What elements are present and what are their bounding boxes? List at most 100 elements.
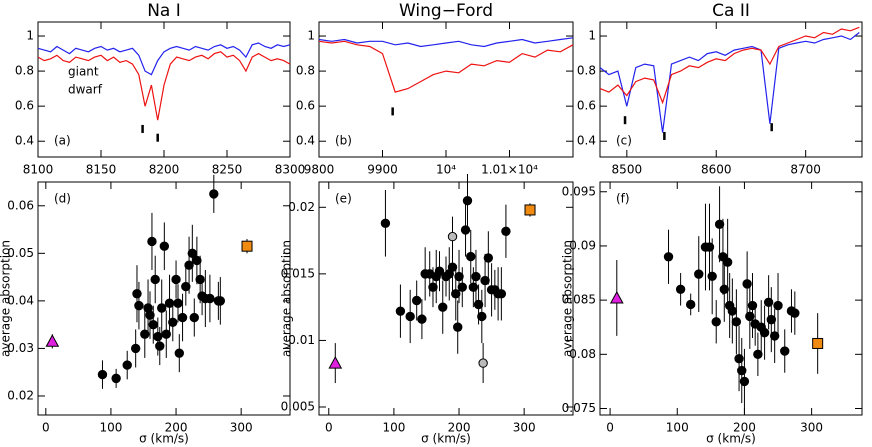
point xyxy=(496,289,507,299)
point xyxy=(215,296,226,306)
point xyxy=(438,302,448,312)
x-tick-label: 0 xyxy=(42,421,50,435)
y-tick-label: 0.06 xyxy=(7,198,34,212)
chart-title: Na I xyxy=(147,1,181,21)
point xyxy=(209,189,219,199)
point xyxy=(663,252,674,262)
point xyxy=(447,231,458,242)
point xyxy=(501,226,511,236)
point xyxy=(466,251,476,262)
plot-frame xyxy=(599,21,863,158)
x-tick-label: 8200 xyxy=(149,163,180,177)
x-tick-label: 200 xyxy=(733,421,756,435)
triangle-point xyxy=(609,290,624,304)
point xyxy=(790,308,800,318)
y-tick-label: 0.6 xyxy=(577,99,596,113)
y-tick-label: 0.6 xyxy=(15,99,34,113)
point xyxy=(205,293,215,304)
x-tick-label: 200 xyxy=(165,421,188,435)
plot-frame xyxy=(318,181,574,416)
point xyxy=(714,219,725,229)
point xyxy=(434,266,445,276)
point xyxy=(411,295,422,306)
y-tick-label: 0.8 xyxy=(577,64,596,78)
point xyxy=(731,317,742,327)
point xyxy=(704,242,715,252)
point xyxy=(451,289,461,299)
point xyxy=(747,300,758,311)
y-tick-label: 0.09 xyxy=(569,238,596,252)
y-tick-label: 0.4 xyxy=(577,134,596,148)
spectrum-line xyxy=(318,37,574,48)
panel-label: (b) xyxy=(335,134,352,148)
y-tick-label: 0.04 xyxy=(7,293,34,307)
y-tick-label: 0.095 xyxy=(562,184,596,198)
point xyxy=(737,365,747,376)
y-tick-label: 0.01 xyxy=(288,333,315,347)
spectrum-line xyxy=(37,42,291,76)
point xyxy=(739,376,750,387)
point xyxy=(468,282,479,292)
x-tick-label: 8150 xyxy=(86,163,117,177)
point xyxy=(161,329,171,339)
square-point xyxy=(524,204,536,216)
point xyxy=(471,271,481,282)
y-tick-label: 0.005 xyxy=(281,400,315,414)
point xyxy=(447,262,458,272)
point xyxy=(763,297,774,307)
y-axis-label: average absorption xyxy=(561,240,575,357)
point xyxy=(181,281,191,292)
x-axis-label: σ (km/s) xyxy=(706,432,756,446)
triangle-point xyxy=(328,356,343,369)
point xyxy=(405,311,415,322)
point xyxy=(675,284,686,294)
panel-label: (d) xyxy=(54,192,71,206)
y-tick-label: 0.8 xyxy=(296,64,315,78)
point xyxy=(122,360,132,370)
x-tick-label: 8250 xyxy=(212,163,243,177)
x-axis-label: σ (km/s) xyxy=(421,432,471,446)
square-point xyxy=(241,240,253,252)
plot-frame xyxy=(318,21,574,158)
y-tick-label: 0.05 xyxy=(7,246,34,260)
point xyxy=(460,225,471,235)
point xyxy=(428,282,438,292)
spectrum-line xyxy=(599,32,860,133)
spectrum-line xyxy=(599,26,860,105)
point xyxy=(478,358,488,368)
plot-frame xyxy=(37,181,291,416)
panel-label: (c) xyxy=(616,134,632,148)
x-axis-label: σ (km/s) xyxy=(139,432,189,446)
chart-title: Ca II xyxy=(712,1,750,21)
point xyxy=(97,369,108,380)
point xyxy=(148,319,158,330)
point xyxy=(168,317,178,327)
spectrum-line xyxy=(37,51,291,121)
legend-entry: giant xyxy=(68,65,99,79)
y-tick-label: 0.015 xyxy=(281,266,315,280)
point xyxy=(477,311,487,322)
point xyxy=(380,218,391,228)
legend-entry: dwarf xyxy=(68,83,103,97)
y-tick-label: 0.075 xyxy=(562,401,596,415)
panel-label: (f) xyxy=(616,192,630,206)
spectrum-line xyxy=(318,40,574,93)
point xyxy=(483,253,494,263)
point xyxy=(111,373,121,384)
point xyxy=(719,284,729,294)
y-tick-label: 0.6 xyxy=(296,99,315,113)
point xyxy=(147,236,157,247)
x-tick-label: 300 xyxy=(230,421,253,435)
point xyxy=(195,274,205,285)
y-axis-label: average absorption xyxy=(0,240,13,357)
point xyxy=(132,289,142,299)
point xyxy=(707,271,717,281)
x-tick-label: 8600 xyxy=(701,163,732,177)
x-tick-label: 10⁴ xyxy=(436,163,456,177)
point xyxy=(177,312,188,323)
x-tick-label: 8100 xyxy=(23,163,54,177)
y-axis-label: average absorption xyxy=(280,240,294,357)
point xyxy=(462,195,473,206)
point xyxy=(685,299,696,310)
x-tick-label: 9800 xyxy=(304,163,335,177)
